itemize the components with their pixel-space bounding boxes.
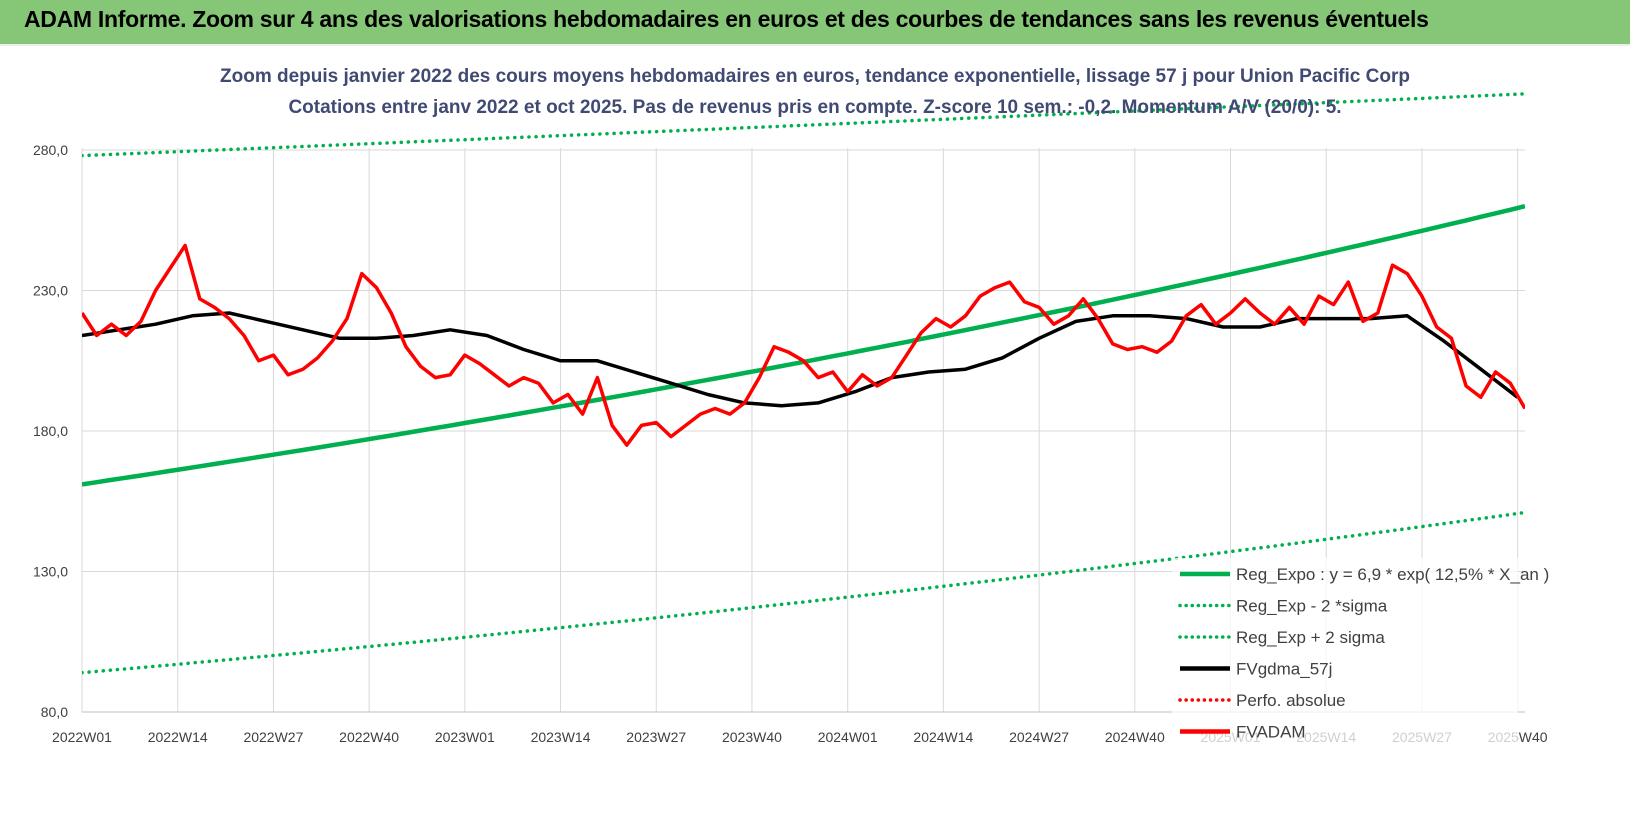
x-tick-label: 2022W27 xyxy=(243,729,303,745)
x-tick-label: 2024W27 xyxy=(1009,729,1069,745)
x-tick-label: 2024W40 xyxy=(1105,729,1165,745)
x-tick-label: 2022W01 xyxy=(52,729,112,745)
y-tick-label: 80,0 xyxy=(41,704,68,720)
plot-area xyxy=(82,92,1525,675)
page-title: ADAM Informe. Zoom sur 4 ans des valoris… xyxy=(24,6,1429,32)
x-tick-label: 2024W14 xyxy=(913,729,973,745)
x-tick-label: 2023W27 xyxy=(626,729,686,745)
x-tick-label: 2023W14 xyxy=(531,729,591,745)
x-tick-label: 2024W01 xyxy=(818,729,878,745)
legend-label: Reg_Exp + 2 sigma xyxy=(1236,628,1385,647)
chart-container: Zoom depuis janvier 2022 des cours moyen… xyxy=(0,46,1630,815)
x-tick-label: 2023W01 xyxy=(435,729,495,745)
legend: Reg_Expo : y = 6,9 * exp( 12,5% * X_an )… xyxy=(1172,558,1549,755)
trend-chart: Zoom depuis janvier 2022 des cours moyen… xyxy=(33,66,1549,755)
series-upper-band xyxy=(82,92,1525,158)
x-tick-label: 2022W40 xyxy=(339,729,399,745)
legend-label: Reg_Exp - 2 *sigma xyxy=(1236,597,1388,616)
legend-backdrop xyxy=(1172,558,1518,755)
y-tick-label: 280,0 xyxy=(33,142,68,158)
series-fvadam xyxy=(82,243,1525,447)
legend-label: Perfo. absolue xyxy=(1236,691,1346,710)
y-tick-label: 180,0 xyxy=(33,423,68,439)
y-tick-label: 130,0 xyxy=(33,564,68,580)
legend-label: FVADAM xyxy=(1236,723,1306,742)
series-reg-expo xyxy=(82,204,1525,487)
legend-label: Reg_Expo : y = 6,9 * exp( 12,5% * X_an ) xyxy=(1236,565,1549,584)
y-tick-label: 230,0 xyxy=(33,283,68,299)
chart-title: Zoom depuis janvier 2022 des cours moyen… xyxy=(220,66,1410,87)
series-lower-band xyxy=(82,510,1525,675)
series-fvgdma-57j xyxy=(82,311,1519,408)
x-tick-label: 2022W14 xyxy=(148,729,208,745)
chart-subtitle: Cotations entre janv 2022 et oct 2025. P… xyxy=(288,97,1341,118)
x-tick-label: 2023W40 xyxy=(722,729,782,745)
legend-label: FVgdma_57j xyxy=(1236,660,1332,679)
header-bar: ADAM Informe. Zoom sur 4 ans des valoris… xyxy=(0,0,1630,46)
y-axis: 280,0 230,0 180,0 130,0 80,0 xyxy=(33,142,68,720)
